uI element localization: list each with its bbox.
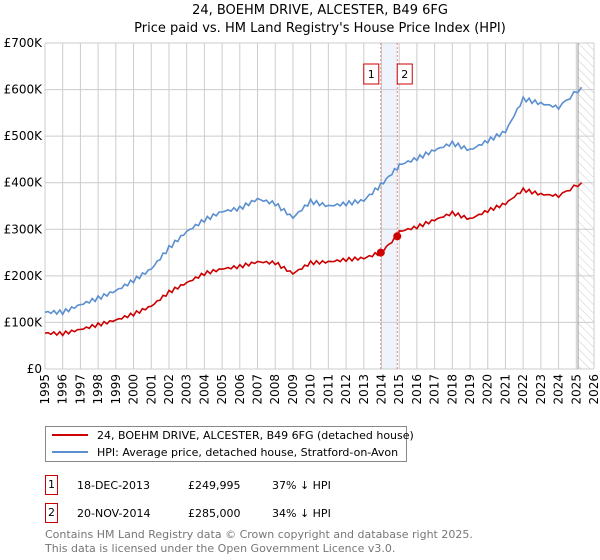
- y-tick-label: £0: [27, 362, 42, 376]
- series-line-hpi: [44, 86, 583, 316]
- x-tick-label: 2025: [569, 374, 583, 405]
- x-tick-label: 2024: [552, 374, 566, 405]
- x-tick-label: 1998: [91, 374, 105, 405]
- chart-subtitle: Price paid vs. HM Land Registry's House …: [134, 21, 506, 36]
- sale-row-2: 2 20-NOV-2014 £285,000 34% ↓ HPI: [45, 503, 445, 523]
- sale-hpi: 34% ↓ HPI: [272, 507, 331, 520]
- legend-label-hpi: HPI: Average price, detached house, Stra…: [97, 445, 399, 459]
- sale-marker-badge: [396, 63, 413, 85]
- legend: 24, BOEHM DRIVE, ALCESTER, B49 6FG (deta…: [45, 426, 414, 462]
- sale-hpi: 37% ↓ HPI: [272, 479, 331, 492]
- x-tick-label: 2011: [321, 374, 335, 405]
- sale-badge: 2: [45, 503, 58, 523]
- y-tick-label: £400K: [4, 176, 44, 190]
- x-tick-label: 2008: [268, 374, 282, 405]
- x-tick-label: 1997: [73, 374, 87, 405]
- x-tick-label: 2023: [534, 374, 548, 405]
- x-tick-label: 2006: [233, 374, 247, 405]
- sale-date: 18-DEC-2013: [77, 479, 151, 492]
- x-tick-label: 2001: [144, 374, 158, 405]
- sale-price: £285,000: [188, 507, 241, 520]
- x-tick-label: 1995: [38, 374, 52, 405]
- x-tick-label: 2007: [251, 374, 265, 405]
- x-tick-label: 2003: [180, 374, 194, 405]
- x-tick-label: 2009: [286, 374, 300, 405]
- legend-label-property: 24, BOEHM DRIVE, ALCESTER, B49 6FG (deta…: [97, 428, 414, 442]
- sale-marker-label: 2: [401, 68, 408, 81]
- sale-point: [376, 248, 385, 257]
- x-tick-label: 2005: [215, 374, 229, 405]
- x-tick-label: 2020: [481, 374, 495, 405]
- sale-badge: 1: [45, 475, 58, 495]
- chart-title: 24, BOEHM DRIVE, ALCESTER, B49 6FG: [192, 3, 448, 18]
- y-tick-label: £700K: [4, 36, 44, 50]
- y-tick-label: £500K: [4, 129, 44, 143]
- forecast-hatch: [578, 43, 594, 369]
- x-tick-label: 2010: [304, 374, 318, 405]
- footer-line-2: This data is licensed under the Open Gov…: [45, 542, 396, 555]
- y-tick-label: £100K: [4, 315, 44, 329]
- x-tick-label: 2017: [428, 374, 442, 405]
- x-tick-label: 2022: [516, 374, 530, 405]
- x-tick-label: 2014: [374, 374, 388, 405]
- x-tick-label: 2019: [463, 374, 477, 405]
- footer: Contains HM Land Registry data © Crown c…: [45, 528, 473, 556]
- sale-marker-label: 1: [368, 68, 375, 81]
- series-line-property: [44, 182, 583, 337]
- x-tick-label: 2000: [127, 374, 141, 405]
- sale-price: £249,995: [188, 479, 241, 492]
- sale-row-1: 1 18-DEC-2013 £249,995 37% ↓ HPI: [45, 475, 445, 495]
- price-chart: 24, BOEHM DRIVE, ALCESTER, B49 6FG Price…: [4, 3, 600, 405]
- y-tick-label: £200K: [4, 269, 44, 283]
- footer-line-1: Contains HM Land Registry data © Crown c…: [45, 528, 473, 541]
- sale-marker-badge: [363, 63, 380, 85]
- x-tick-label: 2016: [410, 374, 424, 405]
- x-tick-label: 2018: [445, 374, 459, 405]
- x-tick-label: 2013: [357, 374, 371, 405]
- x-tick-label: 2002: [162, 374, 176, 405]
- sale-date: 20-NOV-2014: [77, 507, 151, 520]
- sale-period-band: [380, 43, 398, 369]
- x-tick-label: 2026: [587, 374, 600, 405]
- y-tick-label: £600K: [4, 83, 44, 97]
- x-tick-label: 1999: [109, 374, 123, 405]
- x-tick-label: 2021: [498, 374, 512, 405]
- legend-red-line: [52, 434, 88, 436]
- sale-point: [393, 232, 402, 241]
- legend-blue-line: [52, 451, 88, 453]
- x-tick-label: 2012: [339, 374, 353, 405]
- x-tick-label: 2004: [197, 374, 211, 405]
- x-tick-label: 1996: [56, 374, 70, 405]
- x-tick-label: 2015: [392, 374, 406, 405]
- y-tick-label: £300K: [4, 222, 44, 236]
